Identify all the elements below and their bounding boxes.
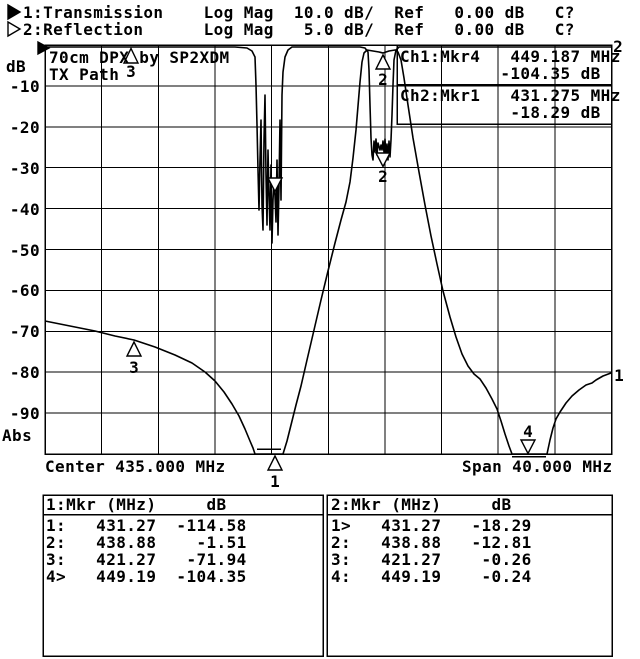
readout-ch2-level: -18.29 dB <box>400 103 601 122</box>
ref-level-arrow-icon <box>37 40 51 56</box>
table-row: 1: 431.27 -114.58 <box>46 516 247 535</box>
table-row: 2: 438.88 -1.51 <box>46 533 247 552</box>
x-axis-center: Center 435.000 MHz <box>45 457 226 476</box>
table-row: 3: 421.27 -0.26 <box>331 550 532 569</box>
ch1-marker4-label: 4 <box>523 422 533 441</box>
ch1-marker2-label: 2 <box>378 70 388 89</box>
ch2-marker2-icon <box>374 152 392 169</box>
trace-reflection <box>45 46 611 244</box>
trace1-edge-label: 1 <box>614 366 624 385</box>
ch2-marker1-icon <box>266 177 284 194</box>
y-tick: -90 <box>9 404 40 423</box>
readout-ch1-level: -104.35 dB <box>400 64 601 83</box>
title-line2: TX Path <box>49 65 120 84</box>
header-trace1: 1:Transmission Log Mag 10.0 dB/ Ref 0.00… <box>23 3 575 22</box>
y-tick: -70 <box>9 322 40 341</box>
ch1-marker3-icon <box>125 340 143 357</box>
table1-header: 1:Mkr (MHz) dB <box>46 495 227 514</box>
header-trace2: 2:Reflection Log Mag 5.0 dB/ Ref 0.00 dB… <box>23 20 575 39</box>
table-row: 1> 431.27 -18.29 <box>331 516 532 535</box>
y-tick: -30 <box>9 159 40 178</box>
y-tick: -10 <box>9 77 40 96</box>
ch2-marker3-label: 3 <box>126 62 136 81</box>
table-row: 4: 449.19 -0.24 <box>331 567 532 586</box>
y-axis-abs-label: Abs <box>2 426 33 445</box>
y-tick: -80 <box>9 363 40 382</box>
box-1 <box>42 494 324 657</box>
ch1-marker4-icon <box>519 439 537 456</box>
readout-ch1-freq: Ch1:Mkr4 449.187 MHz <box>400 47 621 66</box>
ch2-marker3-icon <box>122 46 140 64</box>
ch1-marker1-label: 1 <box>270 472 280 491</box>
trace2-active-arrow-icon <box>7 20 22 38</box>
table2-header: 2:Mkr (MHz) dB <box>331 495 512 514</box>
table-row: 3: 421.27 -71.94 <box>46 550 247 569</box>
x-axis-span: Span 40.000 MHz <box>462 457 613 476</box>
trace2-edge-label: 2 <box>613 37 623 56</box>
table-row: 2: 438.88 -12.81 <box>331 533 532 552</box>
title-line1: 70cm DPX by SP2XDM <box>49 48 230 67</box>
ch2-marker2-label: 2 <box>378 167 388 186</box>
box-2 <box>326 494 613 657</box>
y-tick: -40 <box>9 200 40 219</box>
trace-transmission <box>44 49 612 455</box>
ch1-marker2-icon <box>374 53 392 70</box>
y-axis-unit: dB <box>6 57 27 76</box>
readout-ch2-freq: Ch2:Mkr1 431.275 MHz <box>400 86 621 105</box>
ch1-marker3-label: 3 <box>129 358 139 377</box>
ch1-marker1-icon <box>266 454 284 471</box>
table-row: 4> 449.19 -104.35 <box>46 567 247 586</box>
y-tick: -20 <box>9 118 40 137</box>
trace1-active-arrow-icon <box>7 3 22 21</box>
y-tick: -60 <box>9 281 40 300</box>
y-tick: -50 <box>9 241 40 260</box>
